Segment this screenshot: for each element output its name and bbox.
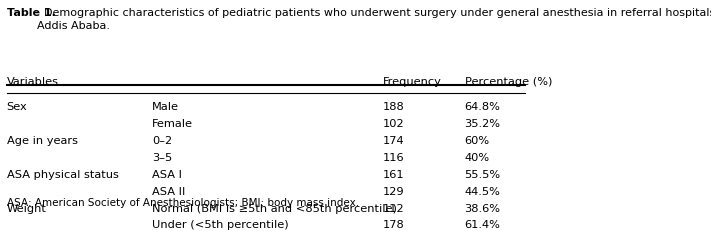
Text: Frequency: Frequency [383, 77, 442, 87]
Text: 116: 116 [383, 153, 404, 163]
Text: 55.5%: 55.5% [464, 170, 501, 180]
Text: 60%: 60% [464, 136, 490, 146]
Text: Percentage (%): Percentage (%) [464, 77, 552, 87]
Text: 44.5%: 44.5% [464, 187, 501, 197]
Text: Age in years: Age in years [6, 136, 77, 146]
Text: Normal (BMI is ≥5th and <85th percentile): Normal (BMI is ≥5th and <85th percentile… [152, 204, 397, 213]
Text: Weight: Weight [6, 204, 46, 213]
Text: 61.4%: 61.4% [464, 220, 501, 231]
Text: Demographic characteristics of pediatric patients who underwent surgery under ge: Demographic characteristics of pediatric… [38, 8, 711, 31]
Text: 161: 161 [383, 170, 404, 180]
Text: 188: 188 [383, 102, 405, 112]
Text: ASA: American Society of Anesthesiologists; BMI: body mass index.: ASA: American Society of Anesthesiologis… [6, 198, 359, 208]
Text: 178: 178 [383, 220, 405, 231]
Text: Male: Male [152, 102, 179, 112]
Text: 102: 102 [383, 119, 404, 129]
Text: 0–2: 0–2 [152, 136, 172, 146]
Text: 40%: 40% [464, 153, 490, 163]
Text: 64.8%: 64.8% [464, 102, 501, 112]
Text: Female: Female [152, 119, 193, 129]
Text: ASA I: ASA I [152, 170, 182, 180]
Text: 35.2%: 35.2% [464, 119, 501, 129]
Text: 174: 174 [383, 136, 404, 146]
Text: ASA II: ASA II [152, 187, 186, 197]
Text: 129: 129 [383, 187, 404, 197]
Text: Sex: Sex [6, 102, 28, 112]
Text: ASA physical status: ASA physical status [6, 170, 119, 180]
Text: Variables: Variables [6, 77, 59, 87]
Text: Table 1.: Table 1. [6, 8, 55, 18]
Text: 38.6%: 38.6% [464, 204, 501, 213]
Text: 112: 112 [383, 204, 404, 213]
Text: Under (<5th percentile): Under (<5th percentile) [152, 220, 289, 231]
Text: 3–5: 3–5 [152, 153, 173, 163]
